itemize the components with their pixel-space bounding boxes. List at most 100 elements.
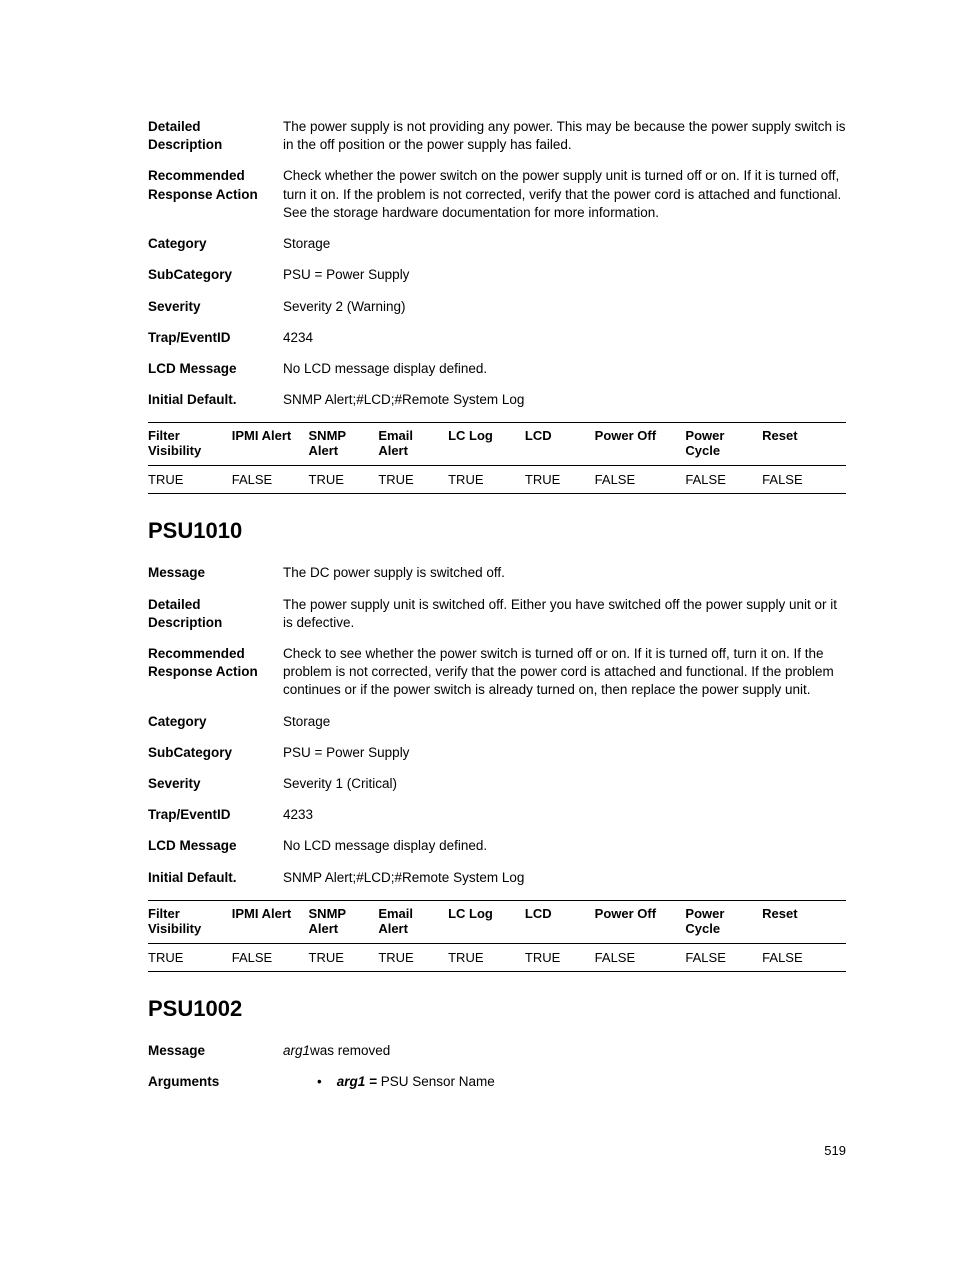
definition-block-2: MessageThe DC power supply is switched o… [148,564,846,887]
definition-label: Message [148,1042,283,1060]
document-page: Detailed DescriptionThe power supply is … [0,0,954,1268]
definition-label: LCD Message [148,837,283,855]
definition-value: Storage [283,713,846,731]
definition-label: Severity [148,298,283,316]
definition-value: No LCD message display defined. [283,360,846,378]
table-cell: TRUE [378,466,448,494]
table-header: FilterVisibility [148,900,232,943]
table-header: EmailAlert [378,900,448,943]
section-heading-psu1010: PSU1010 [148,518,846,544]
definition-row: SeveritySeverity 2 (Warning) [148,298,846,316]
table-cell: FALSE [595,466,686,494]
definition-row: LCD MessageNo LCD message display define… [148,360,846,378]
definition-label: SubCategory [148,266,283,284]
definition-value: Severity 2 (Warning) [283,298,846,316]
definition-label: Trap/EventID [148,806,283,824]
table-cell: FALSE [232,943,309,971]
definition-value: Storage [283,235,846,253]
table-header: SNMPAlert [309,423,379,466]
table-cell: FALSE [762,943,846,971]
table-header: PowerCycle [685,900,762,943]
definition-value: 4234 [283,329,846,347]
definition-row: Initial Default.SNMP Alert;#LCD;#Remote … [148,869,846,887]
filter-table-1: FilterVisibilityIPMI AlertSNMPAlertEmail… [148,422,846,494]
definition-label: Category [148,713,283,731]
table-cell: FALSE [595,943,686,971]
table-cell: TRUE [448,466,525,494]
table-cell: TRUE [309,466,379,494]
section-heading-psu1002: PSU1002 [148,996,846,1022]
definition-row: SubCategoryPSU = Power Supply [148,266,846,284]
definition-row: Trap/EventID4234 [148,329,846,347]
definition-value: Check whether the power switch on the po… [283,167,846,222]
definition-row: Detailed DescriptionThe power supply is … [148,118,846,154]
definition-row: SeveritySeverity 1 (Critical) [148,775,846,793]
definition-row: LCD MessageNo LCD message display define… [148,837,846,855]
table-header: LCD [525,423,595,466]
definition-value: Severity 1 (Critical) [283,775,846,793]
definition-label: Trap/EventID [148,329,283,347]
definition-label: Arguments [148,1073,283,1091]
definition-label: Recommended Response Action [148,645,283,681]
table-cell: TRUE [448,943,525,971]
table-header: Reset [762,423,846,466]
definition-value: arg1was removed [283,1042,846,1060]
definition-row: CategoryStorage [148,235,846,253]
definition-row: SubCategoryPSU = Power Supply [148,744,846,762]
definition-value: • arg1 = PSU Sensor Name [283,1073,846,1091]
table-cell: TRUE [378,943,448,971]
definition-block-1: Detailed DescriptionThe power supply is … [148,118,846,409]
definition-value: SNMP Alert;#LCD;#Remote System Log [283,391,846,409]
table-cell: FALSE [685,943,762,971]
table-header: IPMI Alert [232,423,309,466]
definition-row-arguments: Arguments • arg1 = PSU Sensor Name [148,1073,846,1091]
definition-value: SNMP Alert;#LCD;#Remote System Log [283,869,846,887]
table-cell: TRUE [148,466,232,494]
definition-value: 4233 [283,806,846,824]
table-header: LC Log [448,900,525,943]
table-cell: TRUE [309,943,379,971]
table-cell: FALSE [762,466,846,494]
table-header: FilterVisibility [148,423,232,466]
page-number: 519 [824,1143,846,1158]
definition-value: PSU = Power Supply [283,266,846,284]
definition-label: Category [148,235,283,253]
definition-label: Detailed Description [148,596,283,632]
table-cell: TRUE [148,943,232,971]
table-cell: FALSE [685,466,762,494]
table-cell: FALSE [232,466,309,494]
definition-value: Check to see whether the power switch is… [283,645,846,700]
definition-value: The DC power supply is switched off. [283,564,846,582]
definition-row: Initial Default.SNMP Alert;#LCD;#Remote … [148,391,846,409]
table-header: PowerCycle [685,423,762,466]
table-header: Power Off [595,900,686,943]
definition-value: PSU = Power Supply [283,744,846,762]
table-header: Reset [762,900,846,943]
definition-label: Severity [148,775,283,793]
definition-row-message: Message arg1was removed [148,1042,846,1060]
definition-row: Detailed DescriptionThe power supply uni… [148,596,846,632]
table-header: Power Off [595,423,686,466]
definition-label: Initial Default. [148,869,283,887]
definition-label: Initial Default. [148,391,283,409]
definition-row: Recommended Response ActionCheck to see … [148,645,846,700]
definition-value: The power supply unit is switched off. E… [283,596,846,632]
definition-label: Message [148,564,283,582]
definition-row: Recommended Response ActionCheck whether… [148,167,846,222]
definition-label: Detailed Description [148,118,283,154]
definition-label: LCD Message [148,360,283,378]
table-header: EmailAlert [378,423,448,466]
definition-value: The power supply is not providing any po… [283,118,846,154]
definition-label: Recommended Response Action [148,167,283,203]
table-header: LCD [525,900,595,943]
filter-table-2: FilterVisibilityIPMI AlertSNMPAlertEmail… [148,900,846,972]
table-cell: TRUE [525,943,595,971]
definition-row: MessageThe DC power supply is switched o… [148,564,846,582]
definition-value: No LCD message display defined. [283,837,846,855]
table-cell: TRUE [525,466,595,494]
table-header: LC Log [448,423,525,466]
definition-label: SubCategory [148,744,283,762]
definition-row: Trap/EventID4233 [148,806,846,824]
definition-row: CategoryStorage [148,713,846,731]
table-header: IPMI Alert [232,900,309,943]
